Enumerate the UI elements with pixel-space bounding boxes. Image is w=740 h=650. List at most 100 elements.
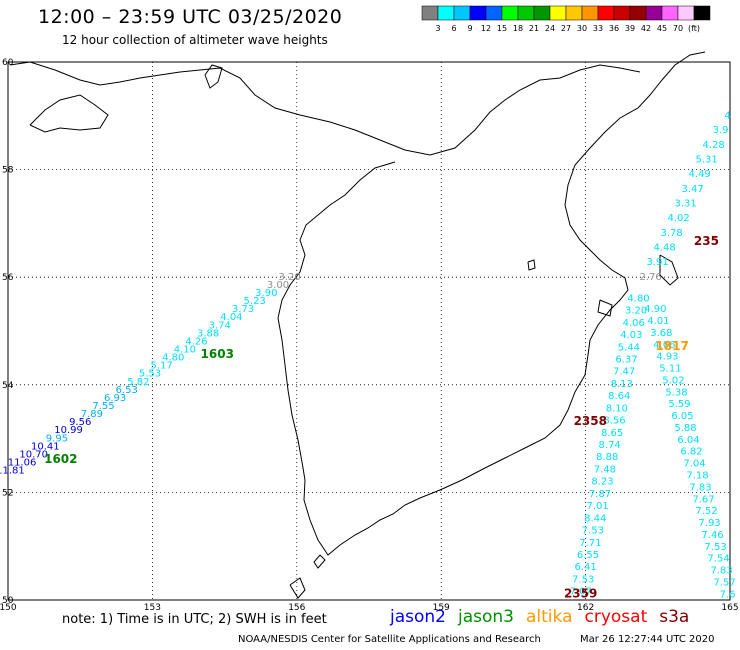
swh-value: 7.67 — [692, 494, 714, 505]
swh-value: 5.31 — [695, 155, 717, 166]
colorbar-label: 21 — [529, 24, 539, 33]
swh-value: 4.80 — [162, 353, 184, 364]
pass-time-label: 1817 — [655, 339, 688, 353]
y-tick-label: 58 — [2, 166, 14, 176]
pyagina-peninsula — [204, 64, 223, 89]
satellite-legend: jason2 jason3 altika cryosat s3a — [390, 607, 701, 627]
y-tick-label: 50 — [2, 596, 14, 606]
y-tick-label: 52 — [2, 488, 13, 498]
swh-value: 7.52 — [695, 506, 717, 517]
legend-jason3: jason3 — [458, 607, 514, 627]
swh-value: 3.00 — [267, 280, 289, 291]
swh-value: 6.05 — [671, 411, 693, 422]
swh-value: 7.07 — [570, 587, 592, 598]
map-frame — [7, 61, 731, 601]
swh-value: 7.53 — [704, 542, 726, 553]
credit-line: NOAA/NESDIS Center for Satellite Applica… — [238, 634, 541, 645]
okhotsk-northwest-coast — [299, 161, 396, 241]
okhotsk-north-coast — [9, 61, 641, 156]
swh-value: 5.59 — [668, 399, 690, 410]
swh-value: 7.89 — [81, 409, 103, 420]
swh-value: 5.82 — [127, 377, 149, 388]
pass-time-label: 1603 — [201, 347, 234, 361]
swh-value: 7.83 — [710, 566, 732, 577]
swh-value: 3.88 — [197, 328, 219, 339]
swh-value: 4.49 — [688, 169, 710, 180]
swh-value: 5.88 — [674, 423, 696, 434]
swh-value: 3.20 — [625, 306, 647, 317]
colorbar-label: 27 — [561, 24, 571, 33]
colorbar-label: 24 — [545, 24, 555, 33]
swh-value: 7.54 — [707, 554, 729, 565]
page-subtitle: 12 hour collection of altimeter wave hei… — [62, 33, 328, 47]
track-altika: 1817 — [655, 339, 688, 353]
swh-value: 8.74 — [599, 440, 621, 451]
swh-value: 7.46 — [701, 530, 723, 541]
swh-value: 4.48 — [653, 243, 675, 254]
swh-value: 5.53 — [139, 369, 161, 380]
y-tick-label: 54 — [2, 381, 14, 391]
swh-value: 3.9 — [713, 125, 729, 136]
pass-time-label: 2358 — [574, 414, 607, 428]
swh-value: 4 — [724, 110, 730, 121]
swh-value: 11.06 — [8, 458, 37, 469]
colorbar-label: 9 — [467, 24, 472, 33]
swh-value: 4.90 — [644, 304, 666, 315]
swh-value: 6.55 — [577, 550, 599, 561]
swh-value: 4.03 — [620, 330, 642, 341]
swh-value: 10.70 — [19, 449, 48, 460]
legend-altika: altika — [526, 607, 573, 627]
swh-value: 7.53 — [582, 526, 604, 537]
colorbar-label: 70 — [673, 24, 683, 33]
colorbar-label: 12 — [481, 24, 491, 33]
generated-timestamp: Mar 26 12:27:44 UTC 2020 — [580, 634, 715, 645]
track-cryosat-c: 7.67.577.837.547.537.467.937.527.677.837… — [644, 304, 735, 600]
swh-value: 7.04 — [683, 459, 705, 470]
colorbar-label: 30 — [577, 24, 587, 33]
swh-value: 5.38 — [665, 387, 687, 398]
track-cryosat-b: 7.077.536.416.557.717.538.447.017.878.23… — [564, 293, 650, 600]
swh-value: 10.41 — [31, 441, 60, 452]
swh-value: 9.95 — [46, 433, 68, 444]
colorbar-swatch — [693, 5, 711, 21]
swh-value: 8.64 — [608, 391, 630, 402]
swh-value: 5.23 — [244, 296, 266, 307]
legend-jason2: jason2 — [390, 607, 446, 627]
swh-value: 10.99 — [54, 425, 83, 436]
swh-value: 6.53 — [116, 385, 138, 396]
x-tick-label: 162 — [577, 603, 594, 610]
swh-value: 3.68 — [650, 328, 672, 339]
legend-cryosat: cryosat — [584, 607, 648, 627]
colorbar-label: 18 — [513, 24, 523, 33]
swh-value: 4.26 — [185, 336, 207, 347]
swh-value: 3.90 — [255, 288, 277, 299]
swh-value: 3.91 — [646, 257, 668, 268]
colorbar-label: 15 — [497, 24, 507, 33]
swh-value: 7.83 — [689, 482, 711, 493]
page-title: 12:00 – 23:59 UTC 03/25/2020 — [38, 6, 343, 28]
colorbar-label: 42 — [641, 24, 651, 33]
swh-value: 8.65 — [601, 428, 623, 439]
swh-value: 7.01 — [587, 501, 609, 512]
swh-value: 7.57 — [713, 577, 735, 588]
swh-value: 4.04 — [220, 312, 242, 323]
pass-time-label: 235 — [694, 234, 719, 248]
swh-value: 8.44 — [584, 513, 606, 524]
swh-value: 7.55 — [92, 401, 114, 412]
y-tick-label: 60 — [2, 58, 14, 68]
colorbar-label: 6 — [451, 24, 456, 33]
swh-value: 4.93 — [656, 352, 678, 363]
swh-value: 6.04 — [677, 435, 699, 446]
colorbar-label: (ft) — [688, 24, 700, 33]
colorbar-label: 39 — [625, 24, 635, 33]
swh-value: 8.23 — [591, 477, 613, 488]
swh-value: 5.11 — [659, 364, 681, 375]
swh-value: 7.47 — [613, 367, 635, 378]
x-tick-label: 153 — [144, 603, 161, 610]
pass-time-label: 1602 — [44, 452, 77, 466]
colorbar-label: 36 — [609, 24, 619, 33]
colorbar-label: 33 — [593, 24, 603, 33]
swh-value: 3.73 — [232, 304, 254, 315]
map-grid — [7, 61, 731, 601]
small-islet — [527, 259, 536, 271]
